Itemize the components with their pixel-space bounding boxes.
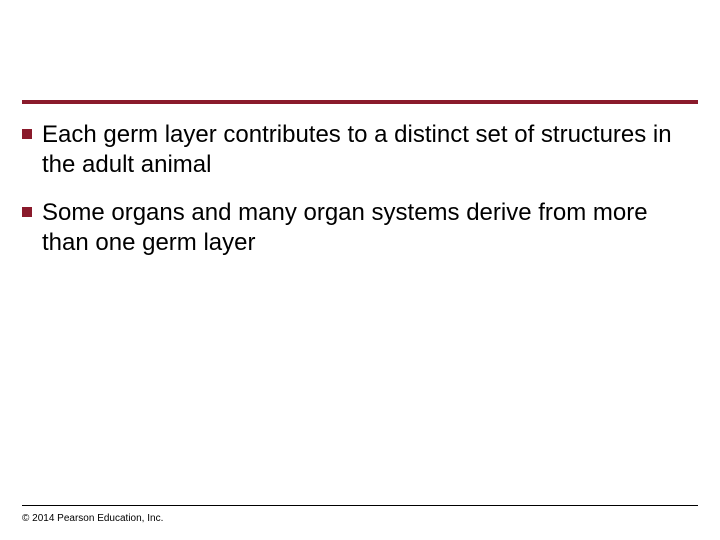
- bullet-square-icon: [22, 207, 32, 217]
- list-item: Each germ layer contributes to a distinc…: [22, 120, 698, 180]
- top-divider: [22, 100, 698, 104]
- copyright-text: © 2014 Pearson Education, Inc.: [22, 513, 163, 524]
- slide: Each germ layer contributes to a distinc…: [0, 0, 720, 540]
- content-area: Each germ layer contributes to a distinc…: [22, 120, 698, 276]
- bullet-square-icon: [22, 129, 32, 139]
- list-item: Some organs and many organ systems deriv…: [22, 198, 698, 258]
- footer-divider: [22, 505, 698, 506]
- bullet-text: Each germ layer contributes to a distinc…: [42, 120, 698, 180]
- bullet-text: Some organs and many organ systems deriv…: [42, 198, 698, 258]
